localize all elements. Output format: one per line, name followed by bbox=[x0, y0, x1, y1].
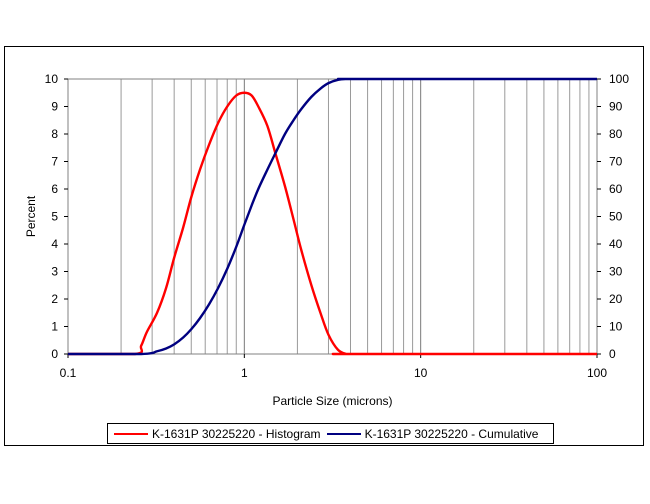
y-left-tick-label: 7 bbox=[51, 155, 58, 169]
series-line-histogram bbox=[67, 91, 597, 356]
y-left-tick-label: 5 bbox=[51, 210, 58, 224]
chart-legend: K-1631P 30225220 - Histogram K-1631P 302… bbox=[107, 423, 554, 444]
y-left-tick-label: 10 bbox=[45, 72, 59, 86]
y-right-tick-label: 60 bbox=[609, 182, 623, 196]
y-left-tick-label: 6 bbox=[51, 182, 58, 196]
plot-area-border bbox=[67, 78, 598, 355]
y-left-tick-label: 1 bbox=[51, 320, 58, 334]
y-right-tick-label: 90 bbox=[609, 100, 623, 114]
chart-frame bbox=[4, 46, 644, 446]
legend-item-cumulative: K-1631P 30225220 - Cumulative bbox=[326, 426, 539, 441]
legend-item-histogram: K-1631P 30225220 - Histogram bbox=[114, 427, 321, 441]
y-left-tick-label: 2 bbox=[51, 292, 58, 306]
legend-swatch-cumulative bbox=[326, 432, 361, 435]
y-left-tick-label: 3 bbox=[51, 265, 58, 279]
x-tick-label: 100 bbox=[587, 366, 607, 380]
x-tick-label: 0.1 bbox=[60, 366, 77, 380]
y-right-tick-label: 40 bbox=[609, 237, 623, 251]
y-right-tick-label: 30 bbox=[609, 265, 623, 279]
legend-label-histogram: K-1631P 30225220 - Histogram bbox=[152, 426, 321, 441]
y-right-tick-label: 10 bbox=[609, 320, 623, 334]
y-left-tick-label: 4 bbox=[51, 237, 58, 251]
x-tick-label: 1 bbox=[241, 366, 248, 380]
y-right-tick-label: 20 bbox=[609, 292, 623, 306]
y-right-tick-label: 0 bbox=[609, 347, 616, 361]
legend-label-cumulative: K-1631P 30225220 - Cumulative bbox=[364, 426, 539, 441]
y-left-tick-label: 9 bbox=[51, 100, 58, 114]
y-left-tick-label: 0 bbox=[51, 347, 58, 361]
y-right-tick-label: 100 bbox=[609, 72, 629, 86]
series-line-cumulative bbox=[67, 77, 597, 356]
x-axis-title: Particle Size (microns) bbox=[272, 394, 392, 408]
y-right-tick-label: 50 bbox=[609, 210, 623, 224]
y-right-tick-label: 70 bbox=[609, 155, 623, 169]
y-right-tick-label: 80 bbox=[609, 127, 623, 141]
x-tick-label: 10 bbox=[414, 366, 428, 380]
y-left-tick-label: 8 bbox=[51, 127, 58, 141]
y-axis-title: Percent bbox=[24, 195, 38, 237]
legend-swatch-histogram bbox=[114, 432, 148, 435]
